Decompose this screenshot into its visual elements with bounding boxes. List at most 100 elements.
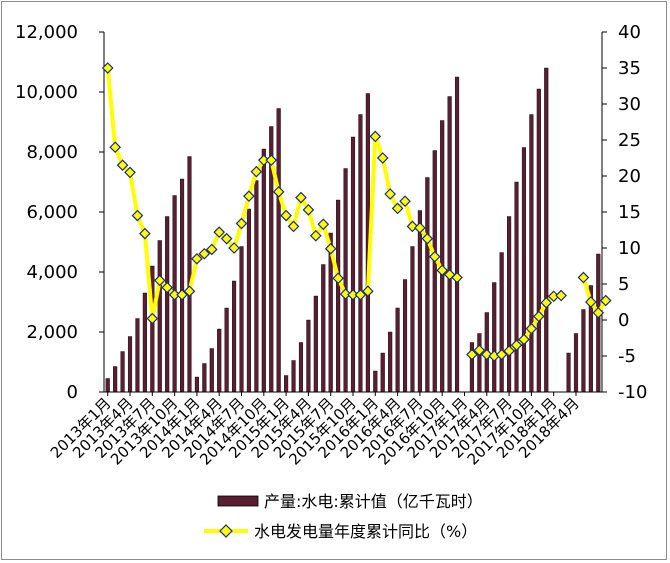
line-point bbox=[555, 289, 567, 302]
line-point bbox=[480, 348, 493, 361]
bar bbox=[306, 319, 311, 393]
right-tick-label: -5 bbox=[618, 346, 636, 367]
left-tick-label: 4,000 bbox=[26, 262, 78, 283]
line-point bbox=[124, 166, 136, 179]
left-tick-label: 0 bbox=[67, 382, 78, 403]
line-point bbox=[250, 165, 263, 178]
bar bbox=[380, 352, 385, 393]
line-group bbox=[101, 62, 612, 362]
legend-swatch-bar bbox=[217, 495, 259, 507]
bar bbox=[477, 333, 482, 393]
right-tick-label: 35 bbox=[618, 58, 641, 79]
line-point bbox=[451, 271, 463, 284]
right-tick-label: 20 bbox=[618, 166, 641, 187]
line-point bbox=[362, 285, 374, 298]
bar bbox=[105, 378, 110, 393]
bar bbox=[239, 246, 244, 393]
line-point bbox=[503, 345, 515, 357]
bar bbox=[276, 108, 281, 393]
bar bbox=[388, 331, 393, 393]
line-point bbox=[532, 310, 545, 323]
bar bbox=[514, 181, 519, 393]
bar bbox=[298, 342, 304, 393]
line-point bbox=[540, 296, 553, 309]
bar bbox=[202, 363, 207, 393]
left-tick-label: 8,000 bbox=[26, 142, 78, 163]
line-point bbox=[183, 285, 196, 298]
line-point bbox=[406, 220, 419, 233]
right-tick-label: 30 bbox=[618, 94, 641, 115]
bar bbox=[254, 180, 259, 393]
bar bbox=[447, 96, 452, 393]
legend-label-bar: 产量:水电:累计值（亿千瓦时） bbox=[264, 492, 483, 511]
bar bbox=[284, 375, 289, 393]
line-point bbox=[436, 264, 449, 277]
bar bbox=[521, 147, 527, 393]
bar bbox=[573, 333, 579, 393]
bar bbox=[566, 352, 571, 393]
bar bbox=[313, 295, 318, 393]
line-point bbox=[302, 203, 315, 216]
bar bbox=[135, 318, 140, 393]
bar bbox=[432, 150, 437, 393]
bar bbox=[425, 177, 430, 393]
line-point bbox=[599, 294, 612, 307]
line-point bbox=[220, 232, 233, 245]
bar bbox=[179, 178, 185, 393]
line-point bbox=[161, 281, 174, 294]
bar bbox=[291, 360, 296, 393]
bar bbox=[581, 309, 586, 393]
bar bbox=[596, 253, 601, 393]
line-point bbox=[235, 217, 248, 230]
bars-group bbox=[105, 67, 601, 393]
line-point bbox=[295, 191, 307, 204]
bar bbox=[224, 307, 229, 393]
line-point bbox=[525, 322, 538, 335]
left-tick-label: 6,000 bbox=[26, 202, 78, 223]
bar bbox=[336, 199, 341, 393]
line-point bbox=[518, 333, 530, 346]
line-point bbox=[577, 271, 590, 284]
line-point bbox=[399, 195, 411, 208]
line-point bbox=[176, 288, 188, 301]
bar bbox=[261, 148, 266, 393]
bar bbox=[142, 292, 147, 393]
line-point bbox=[101, 62, 114, 74]
bar bbox=[373, 370, 378, 393]
bar bbox=[194, 376, 199, 393]
line-point bbox=[324, 242, 337, 255]
bar bbox=[217, 328, 222, 393]
line-point bbox=[510, 339, 523, 352]
line-point bbox=[287, 220, 300, 233]
bar bbox=[529, 114, 534, 393]
right-tick-label: 5 bbox=[618, 274, 629, 295]
line-point bbox=[317, 218, 330, 231]
line-point bbox=[153, 274, 166, 287]
line-point bbox=[131, 209, 144, 222]
left-axis-ticks: 0 2,000 4,000 6,000 8,000 10,000 12,000 bbox=[15, 22, 104, 403]
right-tick-label: 15 bbox=[618, 202, 641, 223]
bar bbox=[492, 282, 497, 393]
bar bbox=[402, 279, 408, 393]
line-point bbox=[495, 348, 508, 361]
bar bbox=[187, 156, 192, 393]
left-tick-label: 12,000 bbox=[15, 22, 78, 43]
bar bbox=[343, 168, 348, 393]
line-point bbox=[369, 130, 382, 143]
line-point bbox=[592, 306, 605, 319]
line-point bbox=[384, 188, 397, 200]
line-point bbox=[272, 185, 285, 198]
bar bbox=[417, 210, 422, 393]
legend: 产量:水电:累计值（亿千瓦时） 水电发电量年度累计同比（%） bbox=[204, 492, 483, 541]
line-point bbox=[466, 348, 478, 361]
bar bbox=[440, 120, 445, 393]
line-point bbox=[146, 312, 159, 325]
right-tick-label: 25 bbox=[618, 130, 641, 151]
line-point bbox=[428, 250, 441, 263]
right-axis-ticks: -10 -5 0 5 10 15 20 25 30 35 40 bbox=[602, 22, 647, 403]
bar bbox=[321, 264, 326, 393]
line-point bbox=[109, 141, 121, 154]
line-point bbox=[139, 227, 151, 240]
bar bbox=[455, 76, 460, 393]
left-tick-label: 10,000 bbox=[15, 82, 78, 103]
